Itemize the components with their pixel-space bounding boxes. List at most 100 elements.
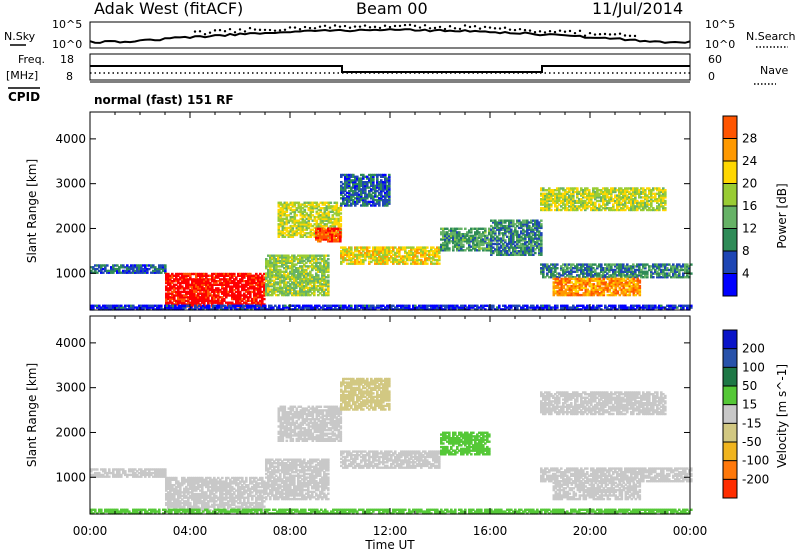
- data-cell: [283, 254, 286, 257]
- data-cell: [572, 187, 575, 190]
- data-cell: [626, 189, 629, 192]
- data-cell: [526, 251, 529, 255]
- data-cell: [299, 217, 303, 221]
- data-cell: [291, 276, 294, 279]
- data-cell: [582, 268, 585, 272]
- data-cell: [640, 190, 643, 194]
- data-cell: [257, 292, 260, 295]
- data-cell: [325, 201, 329, 204]
- data-cell: [372, 197, 375, 200]
- data-cell: [444, 227, 447, 230]
- data-cell: [154, 267, 157, 271]
- data-cell: [279, 286, 282, 290]
- data-cell: [460, 236, 463, 239]
- data-cell: [321, 217, 325, 221]
- data-cell: [454, 241, 457, 245]
- data-cell: [313, 267, 316, 270]
- data-cell: [438, 251, 441, 255]
- data-cell: [380, 186, 383, 189]
- data-cell: [630, 270, 633, 273]
- data-cell: [283, 261, 286, 264]
- data-cell: [408, 246, 411, 249]
- data-cell: [124, 266, 127, 269]
- data-cell: [315, 210, 319, 213]
- data-cell: [544, 205, 547, 208]
- data-cell: [612, 277, 616, 281]
- data-cell: [360, 195, 363, 198]
- data-cell: [263, 297, 266, 301]
- data-cell: [378, 191, 381, 195]
- data-cell: [350, 262, 353, 265]
- data-cell: [277, 228, 281, 231]
- data-cell: [245, 274, 248, 277]
- data-cell: [223, 283, 226, 286]
- data-cell: [247, 303, 250, 306]
- data-cell: [652, 263, 655, 266]
- data-cell: [374, 250, 377, 253]
- data-cell: [436, 258, 439, 262]
- data-cell: [201, 281, 204, 285]
- data-cell: [368, 200, 371, 204]
- data-cell: [414, 250, 417, 253]
- data-cell: [624, 192, 627, 195]
- data-cell: [606, 187, 609, 190]
- data-cell: [207, 297, 210, 301]
- data-cell: [572, 196, 575, 199]
- data-cell: [388, 189, 391, 193]
- data-cell: [562, 207, 565, 210]
- data-cell: [624, 292, 628, 295]
- data-cell: [380, 246, 383, 249]
- data-cell: [169, 287, 172, 290]
- data-cell: [225, 281, 228, 285]
- data-cell: [364, 197, 367, 200]
- data-cell: [283, 274, 286, 277]
- data-cell: [594, 288, 598, 291]
- data-cell: [628, 283, 632, 286]
- data-cell: [342, 195, 345, 198]
- data-cell: [384, 246, 387, 249]
- freq-left-tick-bottom: 8: [66, 70, 73, 83]
- data-cell: [191, 285, 194, 288]
- data-cell: [558, 288, 562, 291]
- data-cell: [616, 277, 620, 281]
- data-cell: [325, 208, 329, 212]
- data-cell: [287, 265, 290, 268]
- data-cell: [374, 262, 377, 265]
- data-cell: [261, 285, 264, 288]
- data-cell: [307, 203, 311, 206]
- data-cell: [307, 208, 311, 212]
- data-cell: [572, 277, 576, 281]
- data-cell: [305, 228, 309, 231]
- data-cell: [640, 201, 643, 204]
- data-cell: [586, 265, 589, 268]
- data-cell: [197, 288, 200, 292]
- data-cell: [358, 250, 361, 253]
- data-cell: [233, 296, 236, 299]
- data-cell: [348, 193, 351, 196]
- data-cell: [293, 284, 296, 288]
- data-cell: [452, 236, 455, 239]
- data-cell: [374, 258, 377, 262]
- data-cell: [538, 226, 541, 230]
- data-cell: [644, 189, 647, 192]
- data-cell: [356, 246, 359, 249]
- data-cell: [269, 281, 272, 284]
- data-cell: [656, 274, 659, 277]
- data-cell: [548, 207, 551, 210]
- data-cell: [642, 196, 645, 199]
- data-cell: [283, 210, 287, 213]
- data-cell: [636, 199, 639, 203]
- data-cell: [364, 195, 367, 198]
- data-cell: [414, 255, 417, 258]
- data-cell: [592, 196, 595, 199]
- data-cell: [564, 272, 567, 275]
- data-cell: [195, 297, 198, 301]
- data-cell: [213, 278, 216, 281]
- data-cell: [408, 250, 411, 253]
- data-cell: [370, 257, 373, 260]
- data-cell: [281, 214, 285, 217]
- data-cell: [275, 272, 278, 275]
- data-cell: [323, 223, 327, 226]
- data-cell: [138, 271, 141, 274]
- data-cell: [140, 266, 143, 269]
